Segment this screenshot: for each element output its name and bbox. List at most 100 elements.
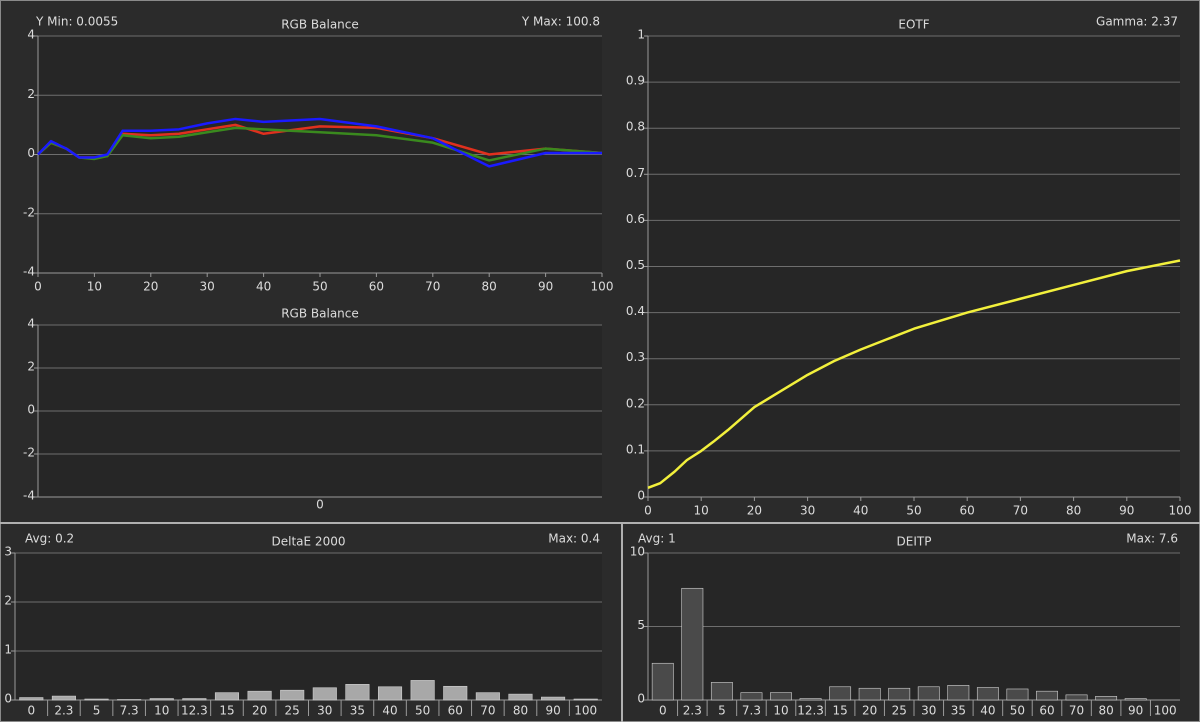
x-tick-label: 80 xyxy=(482,280,497,294)
chart-title: RGB Balance xyxy=(281,18,359,32)
x-tick-label: 100 xyxy=(574,704,597,718)
x-tick-label: 2.3 xyxy=(54,704,73,718)
x-tick-label: 60 xyxy=(369,280,384,294)
bar xyxy=(1095,696,1118,701)
x-tick-label: 90 xyxy=(545,704,560,718)
chart-title: DeltaE 2000 xyxy=(272,535,346,549)
y-tick-label: 0 xyxy=(637,489,645,503)
bar xyxy=(443,685,468,701)
x-tick-label: 12.3 xyxy=(797,704,824,718)
stat-label: Y Min: 0.0055 xyxy=(35,15,118,29)
chart-title: RGB Balance xyxy=(281,307,359,321)
bar xyxy=(1006,688,1029,701)
y-tick-label: 2 xyxy=(4,594,12,608)
x-tick-label: 60 xyxy=(1039,704,1054,718)
data-line xyxy=(647,259,1181,489)
y-tick-label: 0 xyxy=(27,146,35,160)
x-tick-label: 15 xyxy=(832,704,847,718)
x-tick-label: 35 xyxy=(350,704,365,718)
bar xyxy=(214,692,240,701)
x-tick-label: 5 xyxy=(93,704,101,718)
x-tick-label: 30 xyxy=(317,704,332,718)
x-tick-label: 80 xyxy=(513,704,528,718)
y-tick-label: 3 xyxy=(4,545,12,559)
stat-label: Avg: 1 xyxy=(638,532,676,546)
x-tick-label: 7.3 xyxy=(120,704,139,718)
y-tick-label: -4 xyxy=(23,265,35,279)
x-tick-label: 10 xyxy=(694,504,709,518)
bar xyxy=(312,687,337,701)
y-tick-label: 0.6 xyxy=(626,212,645,226)
x-tick-label: 7.3 xyxy=(742,704,761,718)
y-tick-label: 1 xyxy=(637,28,645,42)
bar xyxy=(1036,690,1058,701)
x-tick-label: 0 xyxy=(644,504,652,518)
bar xyxy=(149,698,174,701)
x-tick-label: 70 xyxy=(425,280,440,294)
y-tick-label: 0 xyxy=(4,692,12,706)
x-tick-label: 40 xyxy=(256,280,271,294)
y-tick-label: -4 xyxy=(23,489,35,503)
bar xyxy=(770,692,792,701)
x-tick-label: 50 xyxy=(312,280,327,294)
y-tick-label: 0.9 xyxy=(626,74,645,88)
x-tick-label: 25 xyxy=(892,704,907,718)
bar xyxy=(247,690,272,701)
y-tick-label: 4 xyxy=(27,28,35,42)
bar xyxy=(888,687,911,701)
data-line xyxy=(37,117,602,168)
x-tick-label: 70 xyxy=(1013,504,1028,518)
x-tick-label: 10 xyxy=(87,280,102,294)
x-tick-label: 20 xyxy=(252,704,267,718)
y-tick-label: 0 xyxy=(637,692,645,706)
x-tick-label: 80 xyxy=(1098,704,1113,718)
y-tick-label: 0.5 xyxy=(626,258,645,272)
x-tick-label: 25 xyxy=(285,704,300,718)
bar xyxy=(681,587,704,701)
bar xyxy=(1124,698,1147,701)
x-tick-label: 0 xyxy=(316,498,324,512)
bar xyxy=(829,686,852,701)
y-tick-label: 4 xyxy=(27,317,35,331)
stat-label: Gamma: 2.37 xyxy=(1096,15,1178,29)
x-tick-label: 70 xyxy=(1069,704,1084,718)
y-tick-label: -2 xyxy=(23,446,35,460)
y-tick-label: 2 xyxy=(27,87,35,101)
y-tick-label: 2 xyxy=(27,360,35,374)
bar xyxy=(84,698,109,701)
bar xyxy=(710,682,733,701)
x-tick-label: 40 xyxy=(382,704,397,718)
x-tick-label: 60 xyxy=(960,504,975,518)
y-tick-label: 0.8 xyxy=(626,120,645,134)
x-tick-label: 60 xyxy=(448,704,463,718)
plot-area xyxy=(15,553,602,700)
x-tick-label: 100 xyxy=(591,280,614,294)
x-tick-label: 2.3 xyxy=(683,704,702,718)
bar xyxy=(51,695,76,701)
bar xyxy=(799,698,822,701)
x-tick-label: 5 xyxy=(718,704,726,718)
bar xyxy=(345,684,370,701)
bar xyxy=(740,692,763,701)
bar xyxy=(858,687,881,701)
bar xyxy=(508,693,533,701)
x-tick-label: 20 xyxy=(747,504,762,518)
x-tick-label: 12.3 xyxy=(181,704,208,718)
y-tick-label: 10 xyxy=(630,545,645,559)
y-tick-label: 0.2 xyxy=(626,396,645,410)
stat-label: Max: 7.6 xyxy=(1126,532,1178,546)
x-tick-label: 20 xyxy=(862,704,877,718)
y-tick-label: 0.3 xyxy=(626,350,645,364)
x-tick-label: 90 xyxy=(1119,504,1134,518)
x-tick-label: 30 xyxy=(200,280,215,294)
bar xyxy=(19,697,44,701)
x-tick-label: 35 xyxy=(951,704,966,718)
bar xyxy=(976,687,999,701)
bar xyxy=(651,662,674,701)
x-tick-label: 15 xyxy=(219,704,234,718)
x-tick-label: 90 xyxy=(538,280,553,294)
x-tick-label: 40 xyxy=(980,704,995,718)
chart-title: EOTF xyxy=(898,18,929,32)
